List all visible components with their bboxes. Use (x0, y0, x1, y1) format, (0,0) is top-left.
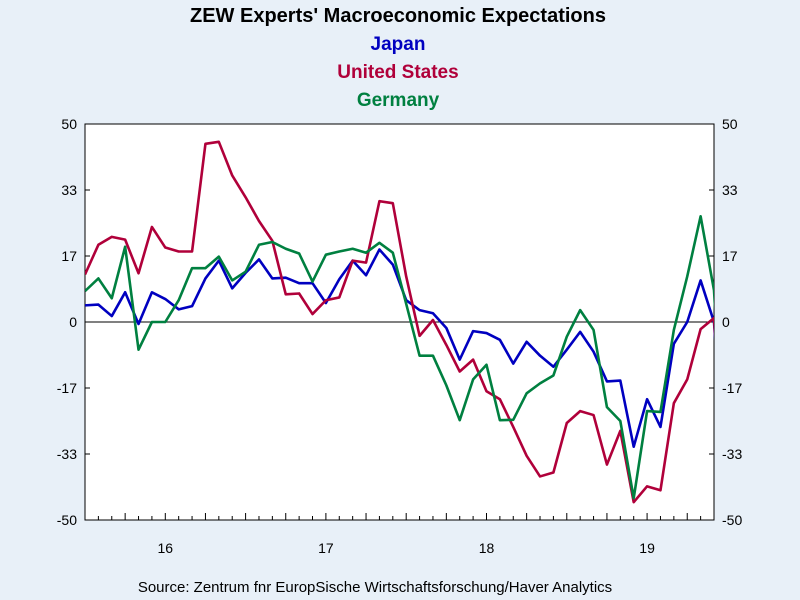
legend-entry: Germany (357, 90, 440, 111)
x-tick-label: 16 (158, 540, 174, 556)
x-tick-label: 19 (639, 540, 655, 556)
legend-entry: Japan (371, 34, 426, 55)
y-tick-label-left: 0 (69, 314, 77, 330)
y-tick-label-left: -50 (57, 512, 77, 528)
y-tick-label-right: -17 (722, 380, 742, 396)
y-tick-label-right: 17 (722, 248, 738, 264)
y-tick-label-left: 33 (61, 182, 77, 198)
y-tick-label-right: 33 (722, 182, 738, 198)
legend: Japan United States Germany (337, 34, 458, 111)
x-tick-label: 18 (479, 540, 495, 556)
source-note: Source: Zentrum fnr EuropSische Wirtscha… (138, 579, 612, 596)
axis-ticks: 50 50 33 33 17 17 0 0 -17 -17 -33 -33 -50 -50 16 17 18 19 (57, 116, 743, 556)
x-tick-label: 17 (318, 540, 334, 556)
y-tick-label-right: -33 (722, 446, 742, 462)
y-tick-label-right: -50 (722, 512, 742, 528)
y-tick-label-right: 50 (722, 116, 738, 132)
series-line-united-states (85, 140, 714, 504)
legend-entry: United States (337, 62, 458, 83)
chart-title: ZEW Experts' Macroeconomic Expectations (190, 5, 606, 27)
y-tick-label-right: 0 (722, 314, 730, 330)
series-line-germany (85, 214, 714, 500)
y-tick-label-left: -33 (57, 446, 77, 462)
y-tick-label-left: 50 (61, 116, 77, 132)
series-lines (85, 140, 714, 504)
y-tick-label-left: 17 (61, 248, 77, 264)
y-tick-label-left: -17 (57, 380, 77, 396)
